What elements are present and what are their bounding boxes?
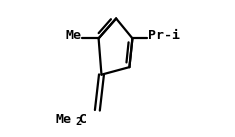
Text: Me: Me [65,29,81,42]
Text: Me: Me [55,113,71,126]
Text: C: C [79,113,87,126]
Text: Pr-i: Pr-i [148,29,180,42]
Text: 2: 2 [75,117,82,127]
